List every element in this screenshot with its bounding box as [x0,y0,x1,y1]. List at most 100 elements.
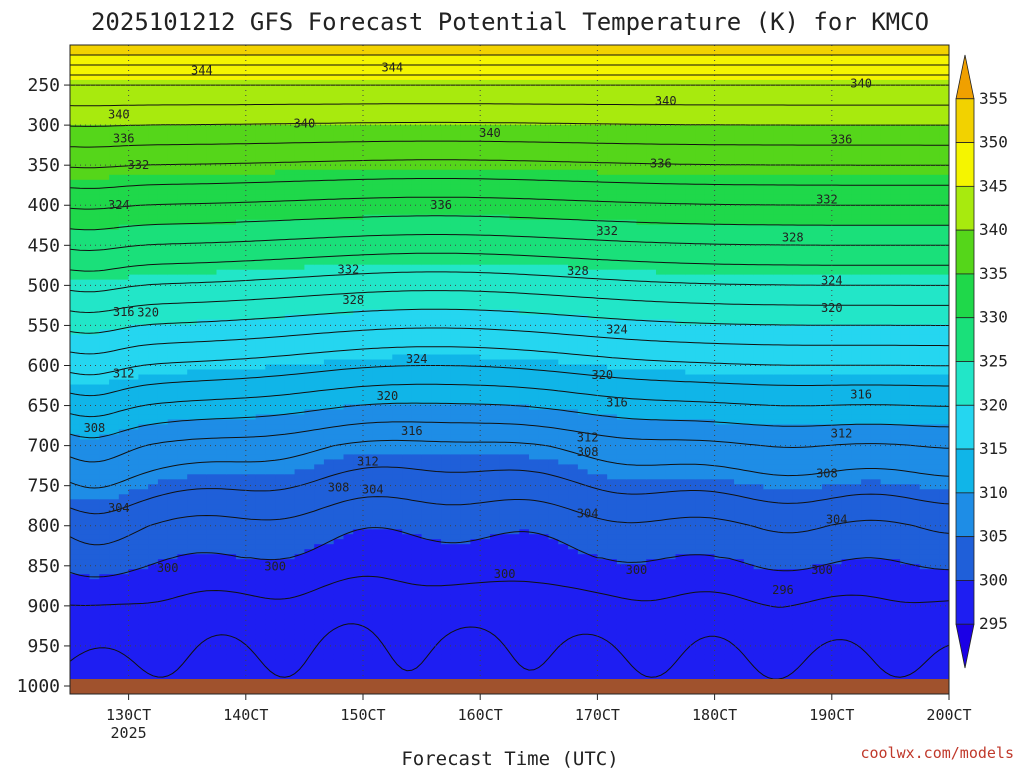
field-cell [226,614,237,620]
field-cell [284,179,296,186]
field-cell [89,75,100,81]
field-cell [255,419,266,425]
field-cell [197,394,208,401]
field-cell [89,464,100,470]
field-cell [382,99,393,106]
field-cell [431,409,442,415]
field-cell [314,239,325,246]
field-cell [255,174,266,181]
field-cell [226,279,237,286]
field-cell [118,279,130,286]
field-cell [226,119,237,126]
field-cell [431,149,442,156]
field-cell [128,664,139,670]
field-cell [402,374,413,381]
field-cell [314,629,325,635]
field-cell [284,359,296,366]
field-cell [197,509,208,515]
field-cell [167,199,179,206]
field-cell [284,439,296,445]
field-cell [138,99,149,106]
field-cell [118,289,130,296]
field-cell [421,409,432,415]
field-cell [226,659,237,665]
field-cell [206,594,218,600]
field-cell [421,574,432,580]
field-cell [89,259,100,266]
field-cell [421,269,432,276]
field-cell [411,354,423,361]
field-cell [421,669,432,675]
field-cell [402,124,413,131]
field-cell [157,309,169,316]
field-cell [89,84,100,91]
field-cell [284,549,296,555]
field-cell [294,674,305,680]
field-cell [265,70,276,76]
field-cell [431,639,442,645]
field-cell [343,569,354,575]
field-cell [187,634,198,640]
field-cell [343,364,354,371]
field-cell [265,189,276,196]
field-cell [275,279,286,286]
field-cell [99,344,110,351]
field-cell [382,674,393,680]
field-cell [99,464,110,470]
field-cell [343,65,354,71]
field-cell [353,174,364,181]
field-cell [236,454,247,460]
field-cell [187,669,198,675]
field-cell [421,349,432,356]
field-cell [314,89,325,96]
field-cell [323,644,335,650]
field-cell [333,399,345,406]
field-cell [255,214,266,221]
field-cell [294,669,305,675]
field-cell [382,114,393,121]
field-cell [363,344,374,351]
field-cell [99,409,110,415]
field-cell [343,274,354,281]
field-cell [323,309,335,316]
field-cell [431,144,442,151]
field-cell [177,94,188,101]
field-cell [372,629,384,635]
field-cell [363,50,374,56]
field-cell [128,604,139,610]
field-cell [304,384,315,391]
field-cell [323,304,335,311]
field-cell [411,504,423,510]
field-cell [314,189,325,196]
field-cell [392,129,403,136]
field-cell [275,444,286,450]
field-cell [245,319,257,326]
field-cell [70,144,81,151]
field-cell [333,659,345,665]
field-cell [236,479,247,485]
field-cell [216,94,227,101]
field-cell [402,75,413,81]
field-cell [411,134,423,141]
field-cell [245,619,257,625]
field-cell [226,644,237,650]
field-cell [118,534,130,540]
field-cell [441,169,452,176]
field-cell [314,599,325,605]
field-cell [255,649,266,655]
field-cell [177,469,188,475]
field-cell [353,564,364,570]
field-cell [323,189,335,196]
field-cell [148,329,159,336]
field-cell [236,644,247,650]
field-cell [265,129,276,136]
field-cell [392,384,403,391]
field-cell [392,604,403,610]
field-cell [128,304,139,311]
field-cell [255,599,266,605]
field-cell [245,399,257,406]
field-cell [392,649,403,655]
field-cell [294,654,305,660]
field-cell [275,164,286,171]
field-cell [118,239,130,246]
